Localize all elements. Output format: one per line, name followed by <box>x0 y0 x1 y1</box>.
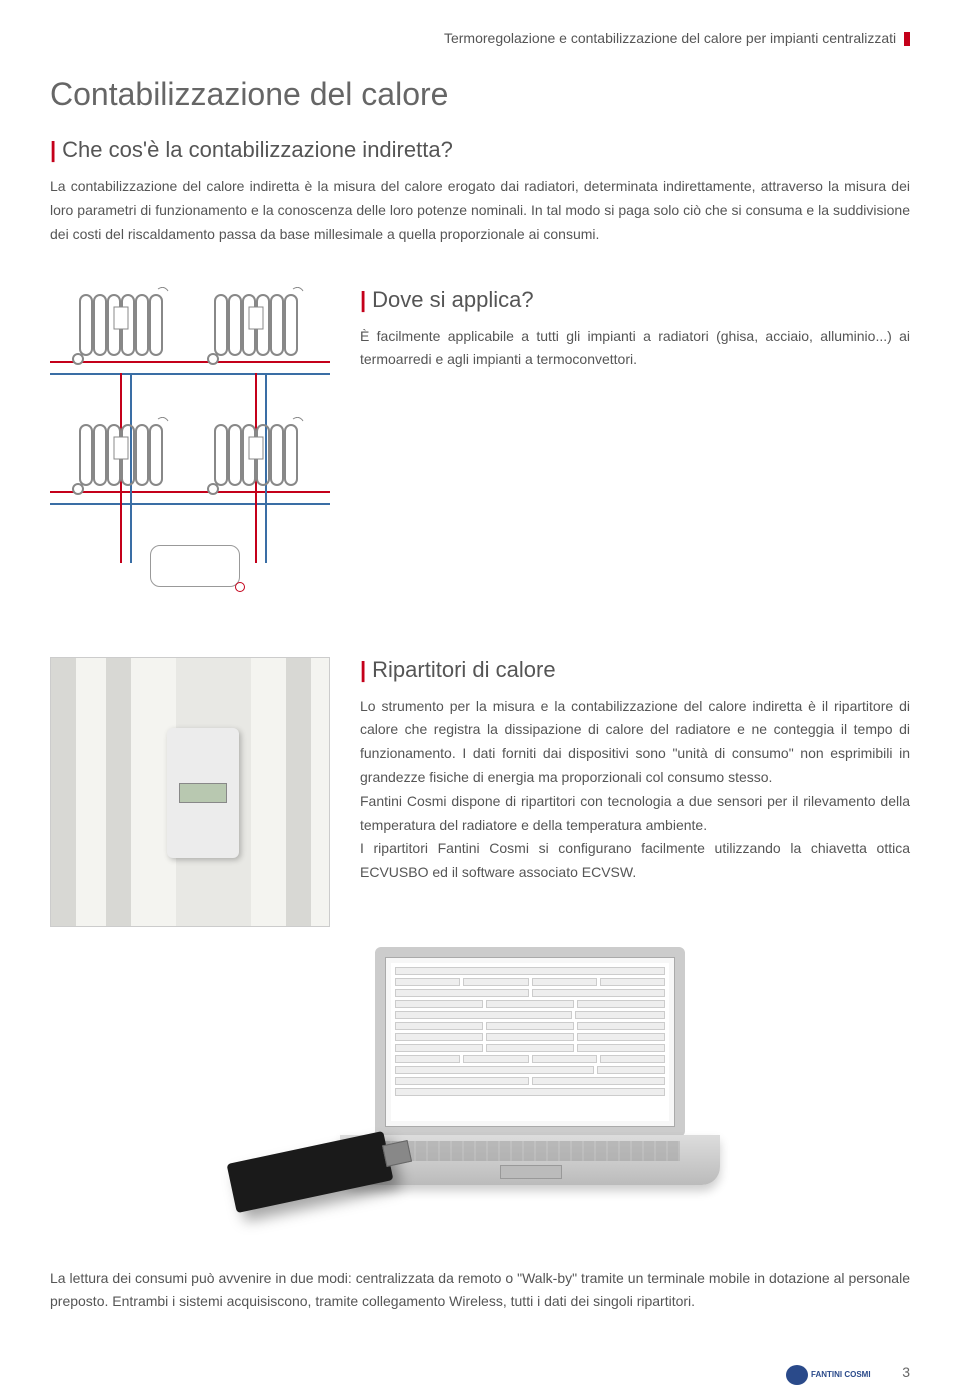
controller-box-icon <box>150 545 240 587</box>
brand-logo: FANTINI COSMI <box>785 1364 885 1386</box>
section1-heading: |Che cos'è la contabilizzazione indirett… <box>50 137 910 163</box>
radiator-device-photo <box>50 657 330 927</box>
section3-heading: |Ripartitori di calore <box>360 657 910 683</box>
running-header: Termoregolazione e contabilizzazione del… <box>50 30 910 46</box>
row-diagram-dove: |Dove si applica? È facilmente applicabi… <box>50 287 910 597</box>
svg-text:FANTINI COSMI: FANTINI COSMI <box>811 1370 871 1379</box>
row-photo-ripartitori: |Ripartitori di calore Lo strumento per … <box>50 657 910 927</box>
section2-heading: |Dove si applica? <box>360 287 910 313</box>
radiator-icon <box>70 417 170 507</box>
laptop-icon <box>340 947 720 1217</box>
section-ripartitori: |Ripartitori di calore Lo strumento per … <box>360 657 910 885</box>
page-title: Contabilizzazione del calore <box>50 76 910 113</box>
laptop-usb-illustration <box>200 947 760 1227</box>
accent-bar-icon: | <box>360 287 366 312</box>
section2-body: È facilmente applicabile a tutti gli imp… <box>360 325 910 373</box>
header-text: Termoregolazione e contabilizzazione del… <box>444 30 896 46</box>
section1-body: La contabilizzazione del calore indirett… <box>50 175 910 246</box>
software-screenshot <box>391 963 669 1121</box>
section-dove: |Dove si applica? È facilmente applicabi… <box>360 287 910 373</box>
radiator-icon <box>205 287 305 377</box>
radiator-schematic <box>50 287 330 597</box>
heat-allocator-device-icon <box>167 728 239 858</box>
header-accent-bar <box>904 32 910 46</box>
section-contabilizzazione: |Che cos'è la contabilizzazione indirett… <box>50 137 910 246</box>
accent-bar-icon: | <box>360 657 366 682</box>
radiator-icon <box>70 287 170 377</box>
radiator-icon <box>205 417 305 507</box>
section3-body: Lo strumento per la misura e la contabil… <box>360 695 910 885</box>
accent-bar-icon: | <box>50 137 56 162</box>
page-number: 3 <box>902 1364 910 1380</box>
footer-paragraph: La lettura dei consumi può avvenire in d… <box>50 1267 910 1315</box>
